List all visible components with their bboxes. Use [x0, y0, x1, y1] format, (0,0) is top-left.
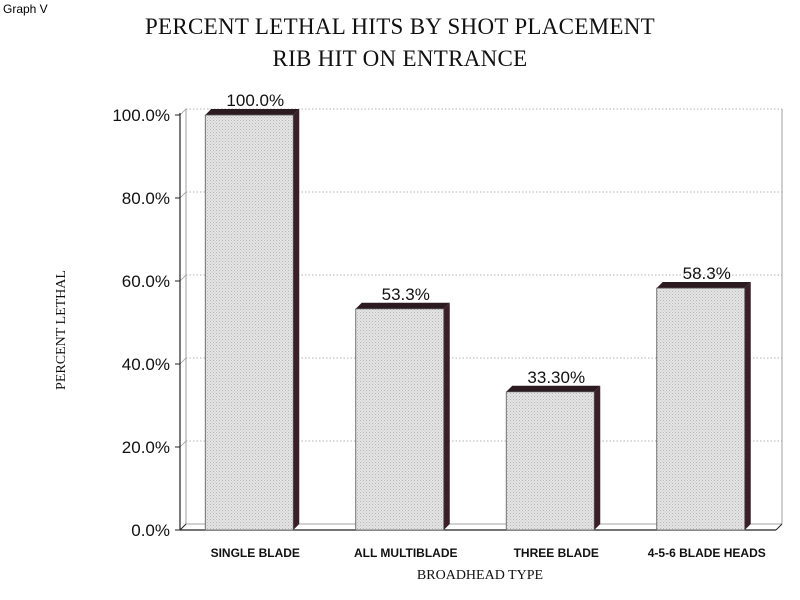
x-tick-label: 4-5-6 BLADE HEADS — [648, 546, 766, 560]
bar-side — [594, 385, 601, 530]
plot-area: 0.0% 20.0% 40.0% 60.0% 80.0% 100.0% 100.0% SING… — [112, 91, 783, 560]
bar-top — [656, 282, 751, 289]
y-axis-label: PERCENT LETHAL — [54, 270, 69, 390]
y-tick-label: 60.0% — [122, 272, 170, 291]
gridline-depth — [179, 191, 187, 199]
bar — [505, 391, 595, 531]
bar-top — [205, 109, 300, 115]
floor-depth-edge — [179, 523, 187, 531]
bar — [204, 114, 294, 531]
y-tick-label: 0.0% — [131, 521, 170, 540]
y-tick-label: 80.0% — [122, 189, 170, 208]
x-axis-label: BROADHEAD TYPE — [416, 568, 544, 583]
gridline-depth — [179, 108, 187, 116]
bar-top — [355, 302, 450, 309]
y-tick-label: 100.0% — [112, 106, 170, 125]
bar-top — [506, 385, 601, 392]
chart-subtitle: RIB HIT ON ENTRANCE — [272, 46, 528, 71]
bar-side — [443, 302, 450, 530]
gridline-depth — [179, 440, 187, 448]
bar — [355, 308, 445, 531]
data-label: 33.30% — [527, 368, 585, 387]
data-label: 58.3% — [683, 264, 731, 283]
y-tick-label: 40.0% — [122, 355, 170, 374]
x-tick-label: THREE BLADE — [514, 546, 599, 560]
chart-title: PERCENT LETHAL HITS BY SHOT PLACEMENT — [144, 14, 656, 39]
floor-depth-edge — [775, 523, 783, 531]
x-tick-label: ALL MULTIBLADE — [354, 546, 458, 560]
graph-number-label: Graph V — [3, 2, 48, 16]
gridline-depth — [179, 357, 187, 365]
y-tick-label: 20.0% — [122, 438, 170, 457]
data-label: 100.0% — [226, 91, 284, 110]
gridline-depth — [179, 274, 187, 282]
bar-side — [293, 109, 300, 530]
bar — [656, 287, 746, 531]
x-tick-label: SINGLE BLADE — [211, 546, 300, 560]
bar-side — [744, 282, 751, 530]
data-label: 53.3% — [382, 285, 430, 304]
